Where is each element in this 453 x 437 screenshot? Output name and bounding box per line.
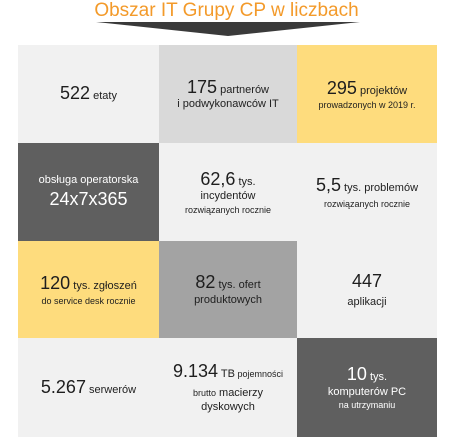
stat-unit: tys. [235, 175, 256, 188]
stat-tile-partnerzy: 175 partnerów i podwykonawców IT [159, 45, 297, 143]
stat-line: 62,6 tys. [200, 169, 255, 190]
stat-line: 120 tys. zgłoszeń [40, 273, 137, 294]
stat-subcaption: na utrzymaniu [338, 400, 396, 411]
stat-value: 62,6 [200, 168, 236, 189]
stat-line: 10 tys. [347, 364, 387, 385]
stat-unit: serwerów [85, 383, 137, 396]
stat-unit: TB [218, 368, 235, 381]
stat-unit: partnerów [217, 83, 270, 96]
stat-unit: tys. ofert [215, 279, 261, 292]
stat-value: 295 [326, 78, 357, 99]
stat-tile-macierze: 9.134 TB pojemności brutto macierzy dysk… [159, 338, 297, 437]
stat-unit: tys. problemów [341, 182, 419, 195]
stat-value: 5,5 [315, 175, 341, 196]
stat-tile-projekty: 295 projektów prowadzonych w 2019 r. [297, 45, 437, 143]
stat-line: brutto macierzy [193, 383, 263, 401]
stat-line: 82 tys. ofert [195, 272, 260, 293]
stat-caption: dyskowych [201, 401, 255, 414]
stat-line: 295 projektów [327, 78, 407, 99]
header-arrow [96, 22, 360, 36]
stat-caption: prowadzonych w 2019 r. [318, 99, 416, 110]
stat-caption: incydentów [200, 190, 256, 203]
stat-value: 9.134 [173, 361, 219, 382]
stat-tile-etaty: 522 etaty [18, 45, 159, 143]
stat-unit: projektów [356, 85, 408, 98]
stat-tile-problemy: 5,5 tys. problemów rozwiązanych rocznie [297, 143, 437, 241]
stat-tile-serwery: 5.267 serwerów [18, 338, 159, 437]
stat-tile-obsluga: obsługa operatorska 24x7x365 [18, 143, 159, 241]
stat-value: 82 [195, 272, 216, 293]
stat-unit: tys. [366, 371, 388, 384]
stat-subcaption: rozwiązanych rocznie [184, 204, 272, 215]
stat-value: 10 [346, 364, 367, 385]
stat-caption: aplikacji [347, 295, 387, 308]
stat-caption: i podwykonawców IT [177, 98, 279, 111]
stat-unit: tys. zgłoszeń [70, 279, 137, 292]
stat-value: 175 [186, 76, 218, 97]
stat-caption-prefix: brutto [192, 387, 216, 398]
stat-tile-aplikacje: 447 aplikacji [297, 241, 437, 338]
stat-caption: do service desk rocznie [41, 296, 136, 307]
stat-value: 24x7x365 [49, 189, 128, 210]
stat-caption: obsługa operatorska [38, 173, 139, 186]
stat-tile-zgloszenia: 120 tys. zgłoszeń do service desk roczni… [18, 241, 159, 338]
stat-value: 5.267 [40, 376, 86, 397]
stat-tile-oferty: 82 tys. ofert produktowych [159, 241, 297, 338]
page-title: Obszar IT Grupy CP w liczbach [94, 0, 359, 21]
stat-value: 120 [40, 272, 71, 293]
stat-caption: produktowych [194, 293, 262, 306]
stat-line: 5.267 serwerów [41, 377, 136, 398]
stat-line: 5,5 tys. problemów [316, 175, 418, 196]
stat-caption: rozwiązanych rocznie [323, 198, 411, 209]
stat-line: 522 etaty [60, 83, 117, 104]
stat-line: 9.134 TB pojemności [173, 361, 283, 382]
stat-tile-komputery: 10 tys. komputerów PC na utrzymaniu [297, 338, 437, 437]
stat-value: 522 [60, 83, 91, 104]
stat-value: 447 [351, 270, 383, 291]
stat-unit: etaty [90, 90, 117, 103]
stat-caption: komputerów PC [327, 385, 407, 398]
stat-unit-note: pojemności [234, 369, 283, 380]
stat-tile-incydenty: 62,6 tys. incydentów rozwiązanych roczni… [159, 143, 297, 241]
stat-line: 175 partnerów [187, 77, 269, 98]
stat-caption: macierzy [215, 386, 264, 399]
